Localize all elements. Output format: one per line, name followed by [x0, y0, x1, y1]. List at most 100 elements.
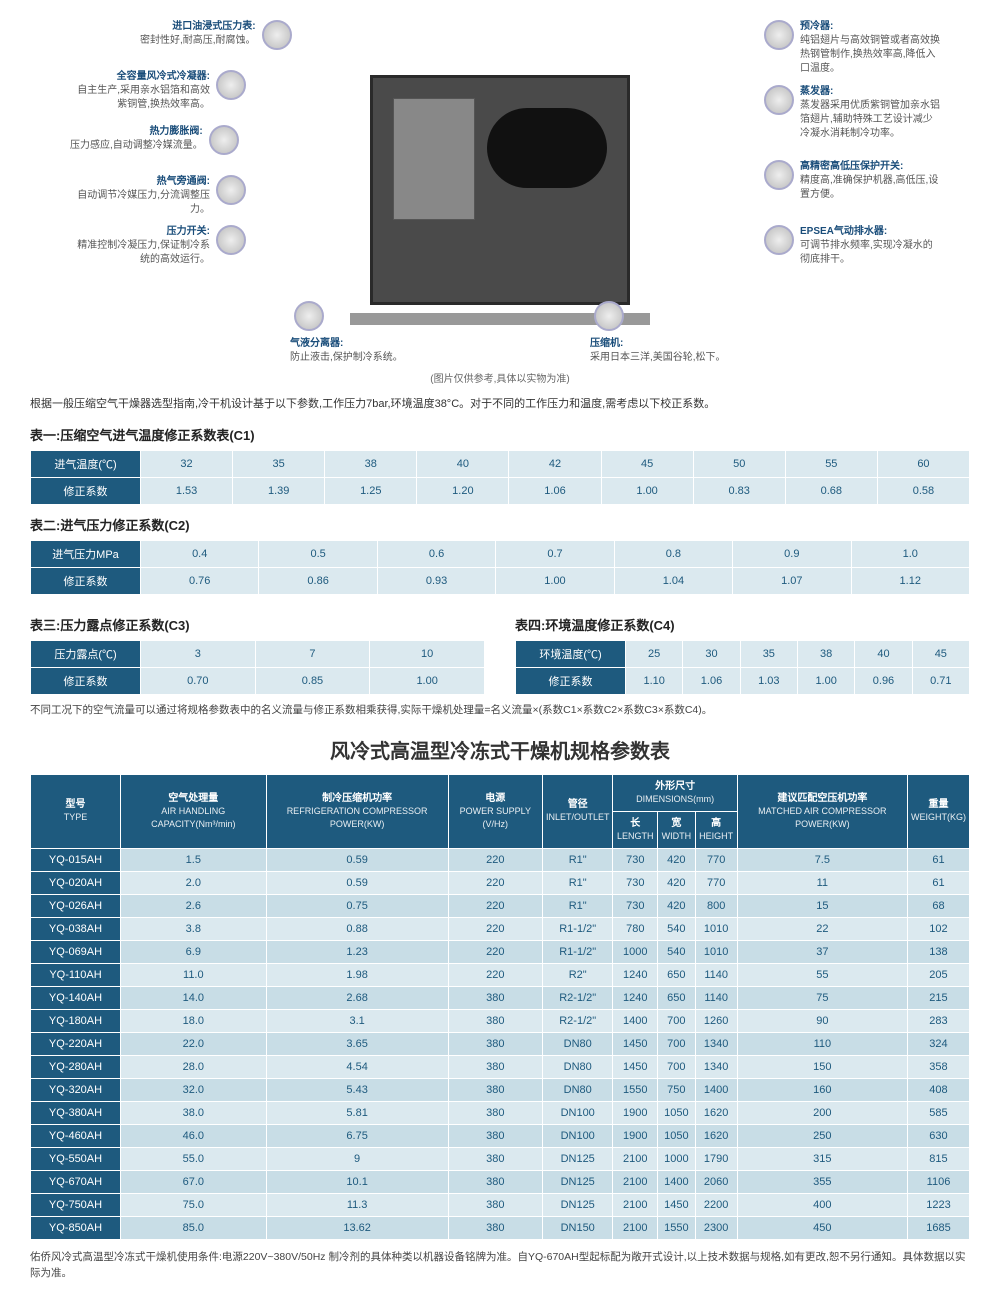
table-row: YQ-380AH38.05.81380DN1001900105016202005… [31, 1101, 970, 1124]
table-cell: 650 [658, 963, 695, 986]
table-cell: 220 [448, 940, 542, 963]
table-cell: YQ-750AH [31, 1193, 121, 1216]
table-cell: 2.6 [121, 894, 267, 917]
table-row: 压力露点(℃) 3710 [31, 641, 485, 668]
table-cell: 90 [737, 1009, 907, 1032]
intro-text: 根据一般压缩空气干燥器选型指南,冷干机设计基于以下参数,工作压力7bar,环境温… [30, 395, 970, 411]
table-row: YQ-038AH3.80.88220R1-1/2"780540101022102 [31, 917, 970, 940]
col-hei: 高HEIGHT [695, 811, 737, 848]
table-cell: 1240 [613, 963, 658, 986]
table-cell: 2.68 [266, 986, 448, 1009]
table-cell: 2100 [613, 1170, 658, 1193]
callout-right-1: 蒸发器: 蒸发器采用优质紫铜管加亲水铝箔翅片,辅助特殊工艺设计减少冷凝水消耗制冷… [760, 85, 940, 141]
table-row: YQ-180AH18.03.1380R2-1/2"140070012609028… [31, 1009, 970, 1032]
table-cell: 420 [658, 894, 695, 917]
table-cell: 380 [448, 1216, 542, 1239]
table-cell: 1550 [658, 1216, 695, 1239]
callout-desc: 精准控制冷凝压力,保证制冷系统的高效运行。 [77, 240, 210, 265]
table-cell: 1900 [613, 1124, 658, 1147]
table-cell: 700 [658, 1055, 695, 1078]
table-cell: 1050 [658, 1124, 695, 1147]
row-label: 压力露点(℃) [31, 641, 141, 668]
table-cell: 315 [737, 1147, 907, 1170]
table-cell: YQ-670AH [31, 1170, 121, 1193]
table-cell: DN80 [542, 1055, 613, 1078]
table-cell: 1010 [695, 940, 737, 963]
table-cell: 700 [658, 1009, 695, 1032]
table-cell: 700 [658, 1032, 695, 1055]
table-row: YQ-460AH46.06.75380DN1001900105016202506… [31, 1124, 970, 1147]
table1-title: 表一:压缩空气进气温度修正系数表(C1) [30, 425, 970, 444]
evaporator-icon [764, 85, 794, 115]
table-c4: 环境温度(℃) 253035384045 修正系数 1.101.061.031.… [515, 640, 970, 695]
table-cell: 450 [737, 1216, 907, 1239]
table-cell: 5.81 [266, 1101, 448, 1124]
table-cell: 358 [907, 1055, 969, 1078]
callout-title: 预冷器: [800, 21, 833, 32]
table-cell: YQ-320AH [31, 1078, 121, 1101]
table-row: 进气温度(℃) 323538404245505560 [31, 451, 970, 478]
table-cell: YQ-020AH [31, 871, 121, 894]
col-wid: 宽WIDTH [658, 811, 695, 848]
table-cell: 420 [658, 848, 695, 871]
table-cell: 380 [448, 986, 542, 1009]
table-row: 环境温度(℃) 253035384045 [516, 641, 970, 668]
callout-desc: 精度高,准确保护机器,高低压,设置方便。 [800, 175, 938, 200]
table-cell: R1-1/2" [542, 940, 613, 963]
row-label: 进气温度(℃) [31, 451, 141, 478]
row-label: 修正系数 [31, 478, 141, 505]
table-cell: YQ-110AH [31, 963, 121, 986]
table-cell: DN125 [542, 1170, 613, 1193]
table-cell: 750 [658, 1078, 695, 1101]
callout-desc: 采用日本三洋,美国谷轮,松下。 [590, 352, 726, 363]
table3-title: 表三:压力露点修正系数(C3) [30, 615, 485, 634]
table-cell: 32.0 [121, 1078, 267, 1101]
table-c2: 进气压力MPa 0.40.50.60.70.80.91.0 修正系数 0.760… [30, 540, 970, 595]
table-cell: 1.5 [121, 848, 267, 871]
table-cell: 1450 [613, 1055, 658, 1078]
table-cell: 75 [737, 986, 907, 1009]
table-cell: 38.0 [121, 1101, 267, 1124]
table-cell: R1" [542, 848, 613, 871]
table-cell: 37 [737, 940, 907, 963]
table-cell: YQ-380AH [31, 1101, 121, 1124]
table-cell: 420 [658, 871, 695, 894]
table-cell: 200 [737, 1101, 907, 1124]
table-row: YQ-140AH14.02.68380R2-1/2"12406501140752… [31, 986, 970, 1009]
table-cell: 770 [695, 871, 737, 894]
table-cell: 110 [737, 1032, 907, 1055]
table-row: YQ-020AH2.00.59220R1"7304207701161 [31, 871, 970, 894]
col-air: 空气处理量AIR HANDLING CAPACITY(Nm³/min) [121, 774, 267, 848]
table-cell: 18.0 [121, 1009, 267, 1032]
table-cell: 540 [658, 940, 695, 963]
table-cell: 1620 [695, 1124, 737, 1147]
table-cell: 61 [907, 871, 969, 894]
table-cell: 6.9 [121, 940, 267, 963]
table-c3: 压力露点(℃) 3710 修正系数 0.700.851.00 [30, 640, 485, 695]
table-cell: R2" [542, 963, 613, 986]
callout-left-1: 全容量风冷式冷凝器: 自主生产,采用亲水铝箔和高效紫铜管,换热效率高。 [70, 70, 250, 112]
table-cell: 1900 [613, 1101, 658, 1124]
callout-bottom-0: 气液分离器: 防止液击,保护制冷系统。 [290, 301, 403, 365]
table-cell: 61 [907, 848, 969, 871]
table-cell: 380 [448, 1170, 542, 1193]
component-diagram: 进口油浸式压力表: 密封性好,耐高压,耐腐蚀。 全容量风冷式冷凝器: 自主生产,… [30, 20, 970, 360]
table-cell: 1.23 [266, 940, 448, 963]
table-cell: 1106 [907, 1170, 969, 1193]
table-cell: 1000 [658, 1147, 695, 1170]
table-cell: R2-1/2" [542, 986, 613, 1009]
table-cell: 2100 [613, 1193, 658, 1216]
table-cell: 355 [737, 1170, 907, 1193]
table-cell: 585 [907, 1101, 969, 1124]
table-cell: 380 [448, 1147, 542, 1170]
table-row: 进气压力MPa 0.40.50.60.70.80.91.0 [31, 541, 970, 568]
callout-desc: 可调节排水频率,实现冷凝水的彻底排干。 [800, 240, 933, 265]
col-power: 电源POWER SUPPLY (V/Hz) [448, 774, 542, 848]
table-row: YQ-320AH32.05.43380DN8015507501400160408 [31, 1078, 970, 1101]
diagram-note: (图片仅供参考,具体以实物为准) [30, 370, 970, 385]
table-cell: 380 [448, 1032, 542, 1055]
table4-title: 表四:环境温度修正系数(C4) [515, 615, 970, 634]
table-cell: 408 [907, 1078, 969, 1101]
table-cell: 1400 [658, 1170, 695, 1193]
table-cell: 11 [737, 871, 907, 894]
